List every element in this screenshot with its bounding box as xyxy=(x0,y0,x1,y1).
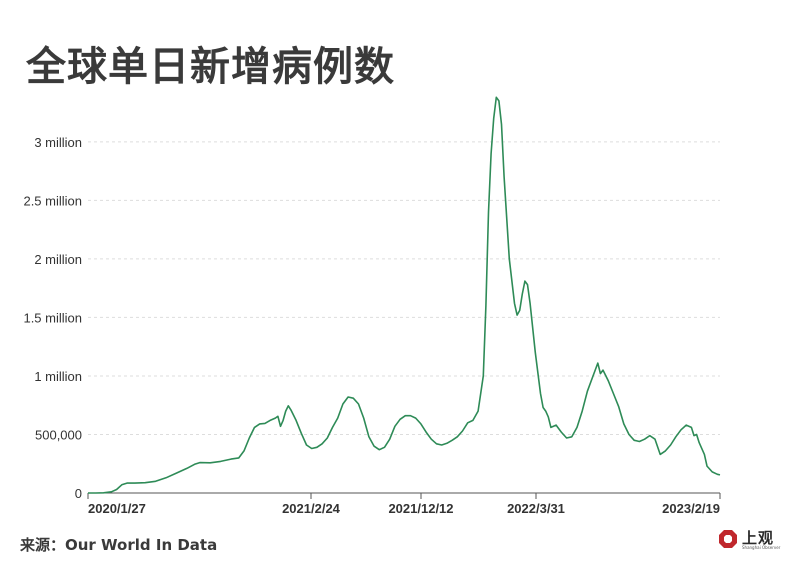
x-tick-label: 2021/12/12 xyxy=(388,501,453,516)
y-tick-label: 500,000 xyxy=(35,427,82,442)
series-line-daily-new-cases xyxy=(88,96,721,494)
logo-text: 上观 xyxy=(742,529,775,547)
logo-subtext: Shanghai Observer xyxy=(742,545,781,550)
logo-mark-icon xyxy=(719,530,737,548)
x-axis-ticks: 2020/1/27 2021/2/24 2021/12/12 2022/3/31 202… xyxy=(87,493,721,516)
publisher-logo: 上观 Shanghai Observer xyxy=(718,527,790,553)
y-tick-label: 0 xyxy=(75,486,82,501)
y-tick-label: 1 million xyxy=(34,369,82,384)
source-note: 来源：Our World In Data xyxy=(20,536,218,554)
x-tick-label: 2022/3/31 xyxy=(507,501,565,516)
y-tick-label: 1.5 million xyxy=(23,310,82,325)
gridlines xyxy=(88,141,720,435)
y-axis-tick-labels: 0 500,000 1 million 1.5 million 2 million 2.5… xyxy=(23,135,82,501)
y-tick-label: 3 million xyxy=(34,135,82,150)
x-tick-label: 2023/2/19 xyxy=(662,501,720,516)
x-tick-label: 2020/1/27 xyxy=(88,501,146,516)
y-tick-label: 2 million xyxy=(34,252,82,267)
y-tick-label: 2.5 million xyxy=(23,193,82,208)
chart-title: 全球单日新增病例数 xyxy=(26,44,395,90)
x-tick-label: 2021/2/24 xyxy=(282,501,341,516)
